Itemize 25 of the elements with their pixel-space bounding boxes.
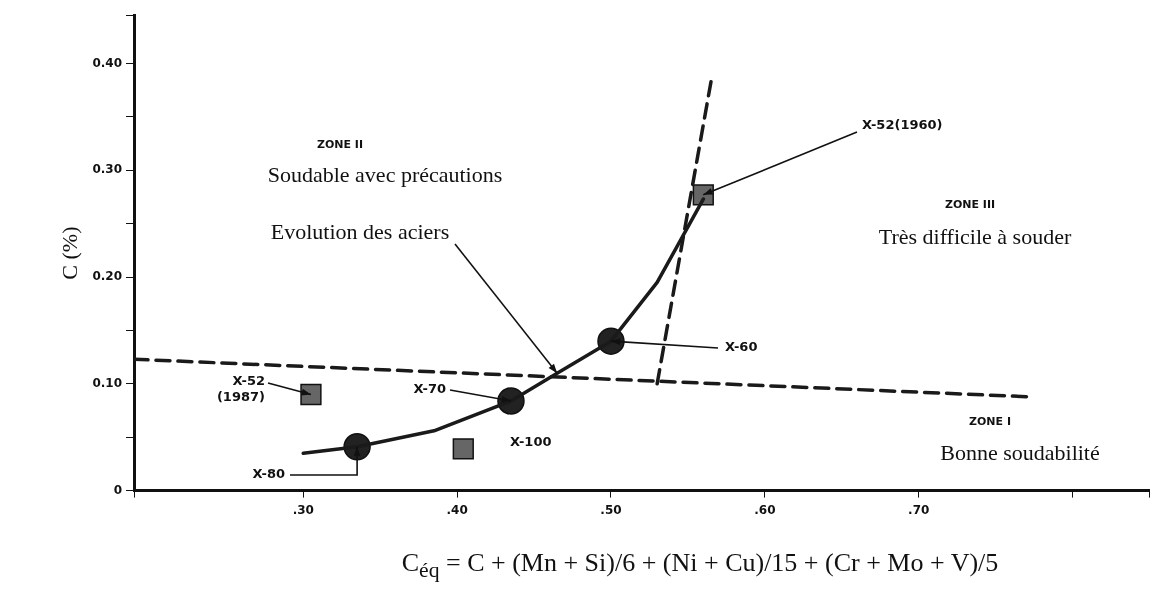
x-tick-label: .50 (600, 502, 622, 517)
annotation: X-70 (413, 381, 446, 397)
annotation: Soudable avec précautions (267, 161, 503, 187)
y-tick-label: 0.10 (92, 375, 123, 390)
y-tick-label: 0.20 (92, 269, 123, 284)
annotation: X-100 (510, 434, 552, 450)
annotation: ZONE I (969, 414, 1011, 428)
annotation: X-52 (1987) (216, 373, 265, 405)
y-tick-label: 0.40 (92, 55, 123, 70)
annotation: Evolution des aciers (270, 218, 450, 244)
annotation: X-80 (252, 466, 285, 482)
annotation: ZONE II (316, 137, 364, 151)
x-tick-label: .60 (754, 502, 776, 517)
y-tick-label: 0.30 (92, 162, 123, 177)
y-tick-label: 0 (113, 482, 123, 497)
x-tick-label: .70 (908, 502, 930, 517)
annotation: Bonne soudabilité (940, 439, 1100, 465)
x-tick-label: .30 (292, 502, 314, 517)
y-axis-title: C (%) (56, 226, 82, 280)
x-tick-label: .40 (446, 502, 468, 517)
annotation: Très difficile à souder (878, 223, 1072, 249)
annotation: ZONE III (944, 197, 996, 211)
x-axis-title: C$_{éq}$ = C + (Mn + Si)/6 + (Ni + Cu)/15 + (Cr + Mo + V)/5 (400, 548, 1000, 584)
annotation: X-60 (725, 339, 758, 355)
annotation: X-52(1960) (862, 117, 943, 133)
